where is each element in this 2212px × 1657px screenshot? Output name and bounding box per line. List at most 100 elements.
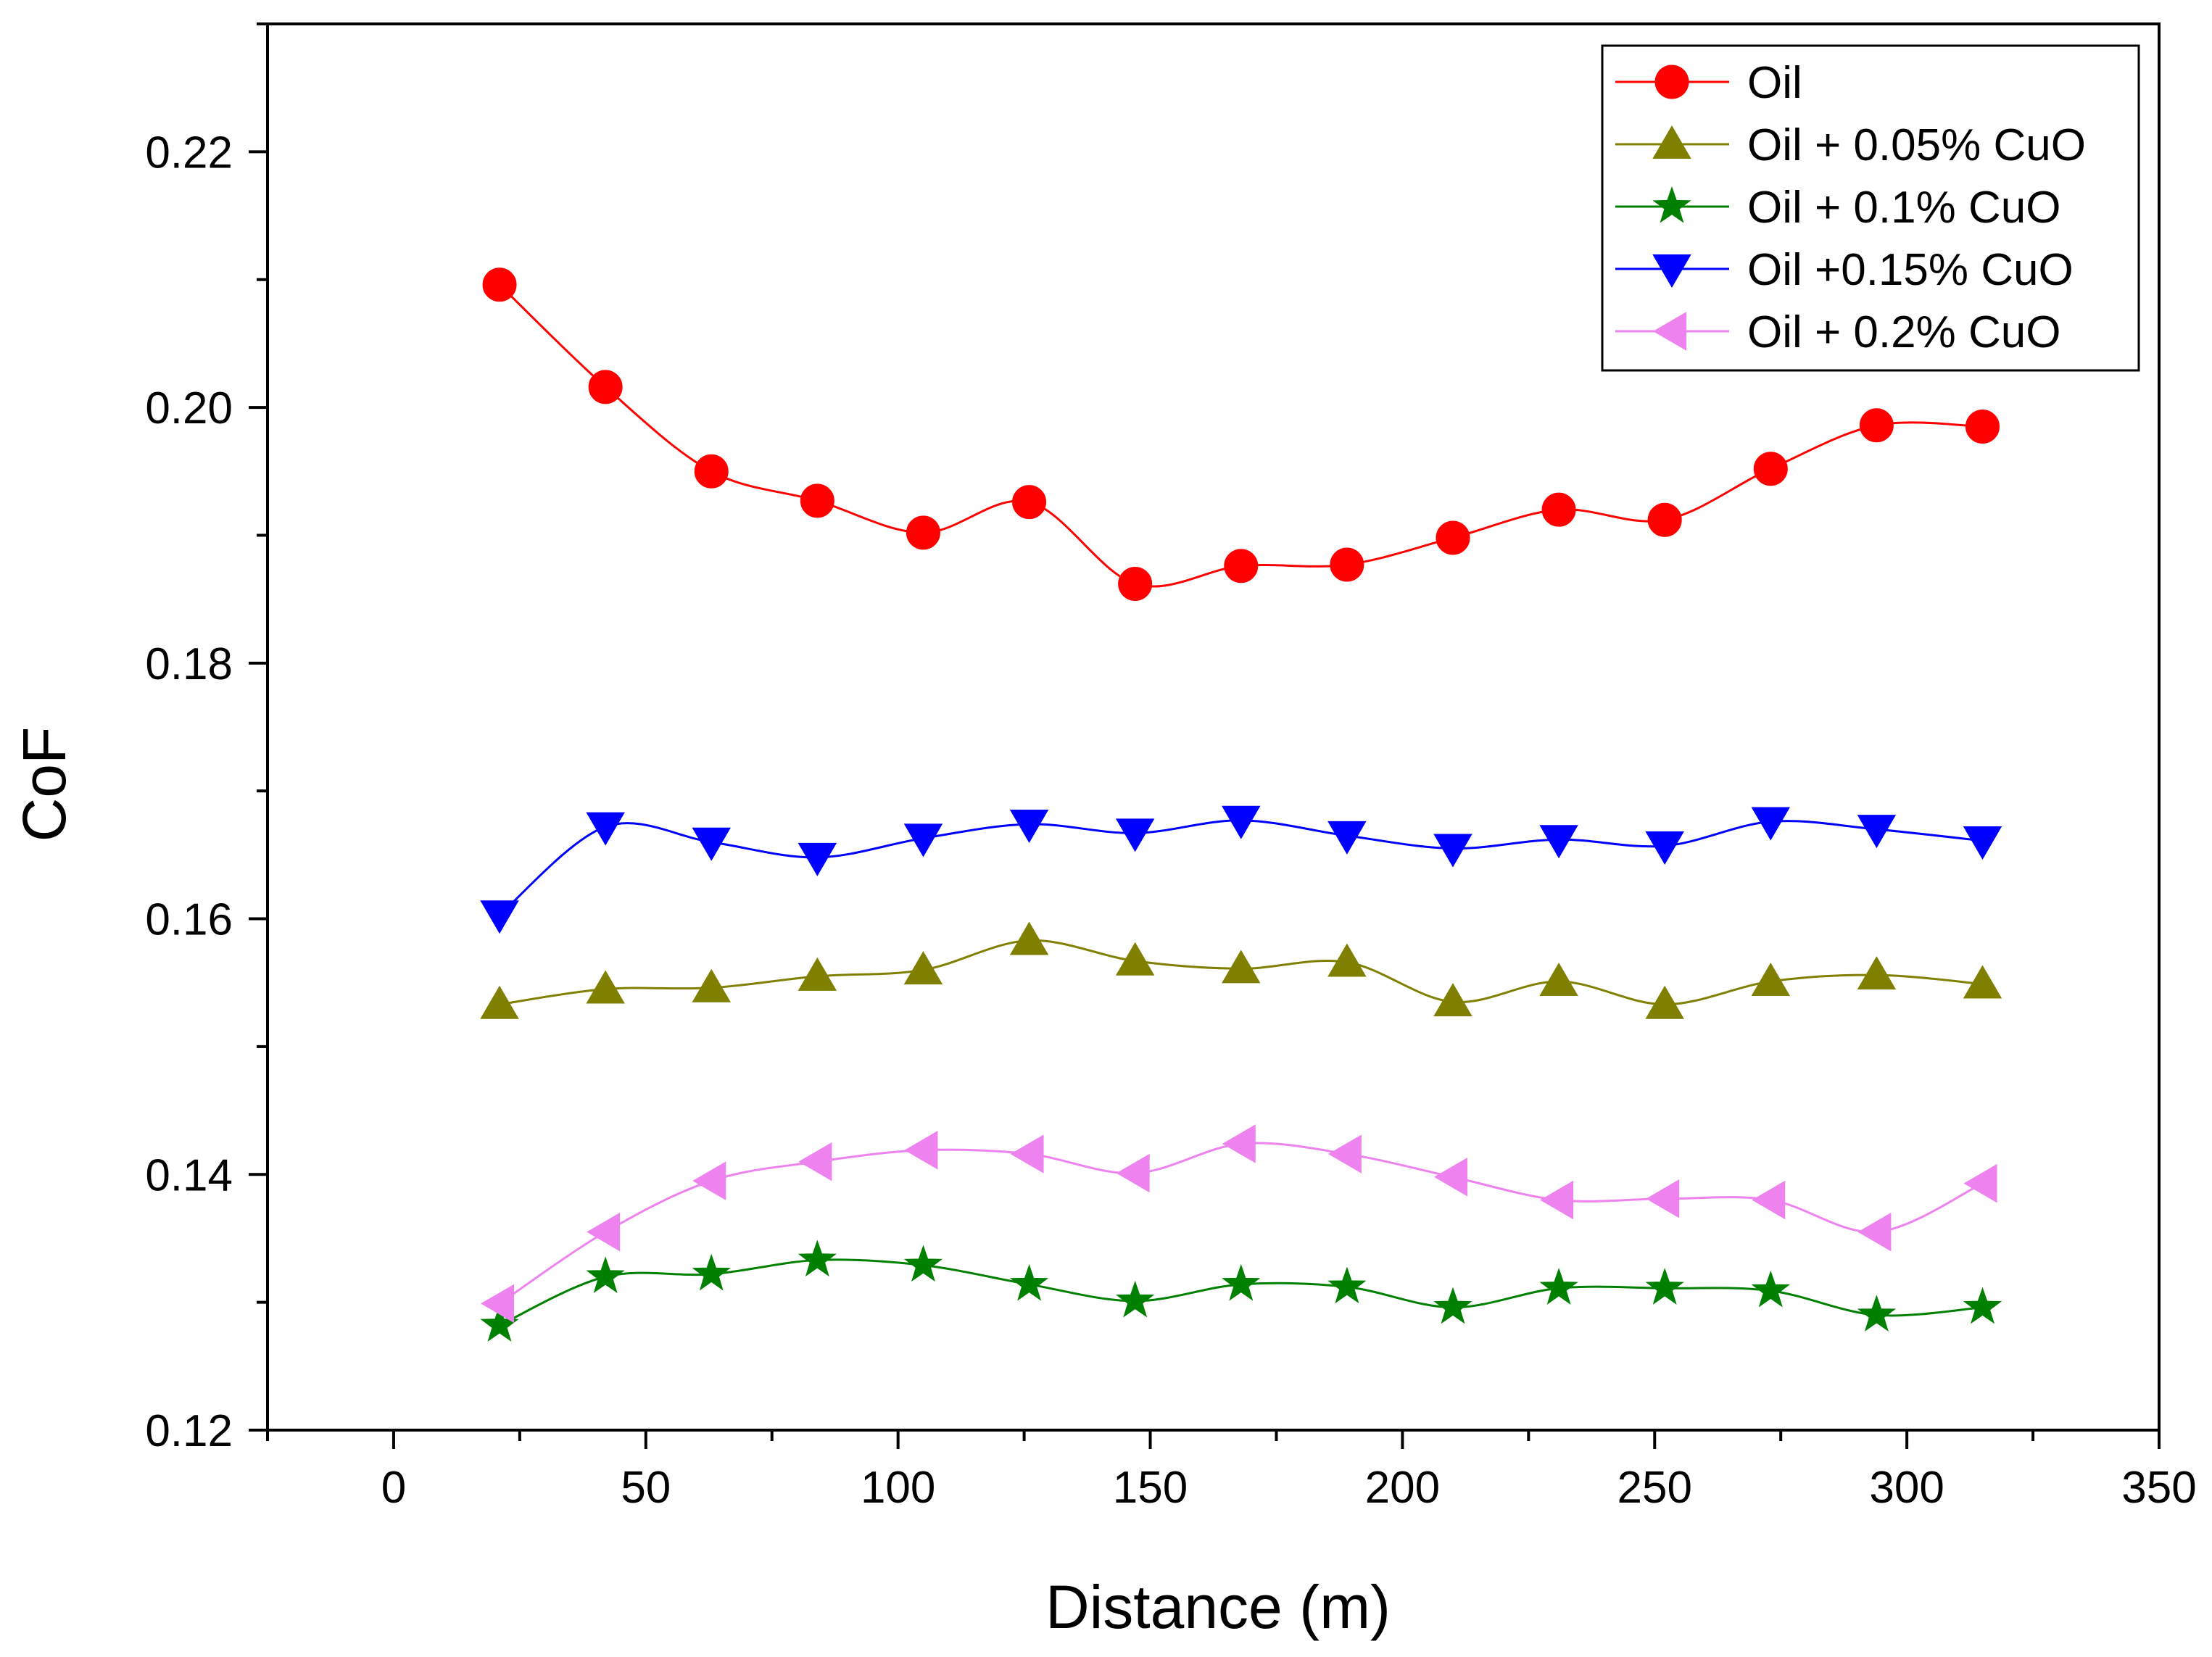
data-point-oil-0-05-cuo bbox=[1645, 985, 1684, 1019]
data-point-oil bbox=[1436, 520, 1470, 555]
data-point-oil bbox=[1118, 566, 1153, 601]
data-point-oil-0-2-cuo bbox=[1010, 1134, 1044, 1174]
y-tick-label: 0.12 bbox=[145, 1406, 233, 1456]
legend-item-oil-0-15-cuo: Oil +0.15% CuO bbox=[1615, 245, 2074, 295]
data-point-oil-0-2-cuo bbox=[1963, 1163, 1997, 1203]
data-point-oil-0-15-cuo bbox=[586, 812, 625, 846]
data-point-oil-0-05-cuo bbox=[1963, 965, 2002, 999]
x-tick-label: 150 bbox=[1113, 1463, 1188, 1513]
data-point-oil-0-15-cuo bbox=[1645, 831, 1684, 865]
data-point-oil bbox=[1753, 452, 1788, 486]
legend-label: Oil + 0.1% CuO bbox=[1747, 183, 2060, 233]
data-point-oil bbox=[800, 483, 834, 518]
data-point-oil-0-1-cuo bbox=[692, 1253, 731, 1291]
data-point-oil bbox=[1965, 410, 2000, 444]
data-point-oil-0-1-cuo bbox=[1539, 1268, 1578, 1305]
x-axis-label: Distance (m) bbox=[1045, 1573, 1391, 1641]
data-point-oil-0-2-cuo bbox=[798, 1142, 832, 1182]
series-oil-0-15-cuo bbox=[480, 805, 2002, 934]
legend-item-oil-0-05-cuo: Oil + 0.05% CuO bbox=[1615, 120, 2086, 170]
data-point-oil bbox=[1330, 547, 1364, 582]
legend-item-oil-0-2-cuo: Oil + 0.2% CuO bbox=[1615, 307, 2060, 357]
data-point-oil-0-1-cuo bbox=[903, 1245, 943, 1282]
data-point-oil-0-1-cuo bbox=[1433, 1287, 1472, 1324]
y-axis-label: CoF bbox=[10, 727, 78, 842]
data-point-oil-0-15-cuo bbox=[692, 827, 731, 861]
legend-label: Oil + 0.2% CuO bbox=[1747, 307, 2060, 357]
data-point-oil-0-05-cuo bbox=[1222, 950, 1261, 984]
x-tick-label: 100 bbox=[861, 1463, 935, 1513]
data-point-oil bbox=[1541, 492, 1576, 527]
data-point-oil bbox=[906, 515, 940, 550]
y-tick-label: 0.22 bbox=[145, 128, 233, 178]
data-point-oil-0-05-cuo bbox=[692, 968, 731, 1002]
data-point-oil-0-15-cuo bbox=[1115, 818, 1155, 852]
data-point-oil-0-2-cuo bbox=[1222, 1124, 1256, 1163]
data-point-oil-0-15-cuo bbox=[480, 900, 519, 934]
data-point-oil bbox=[588, 370, 623, 404]
series-oil-0-05-cuo bbox=[480, 921, 2002, 1019]
data-point-oil-0-15-cuo bbox=[1433, 834, 1472, 868]
data-point-oil-0-2-cuo bbox=[587, 1212, 621, 1252]
data-point-oil-0-2-cuo bbox=[481, 1284, 515, 1324]
data-point-oil-0-2-cuo bbox=[1540, 1180, 1574, 1220]
data-point-oil bbox=[1859, 408, 1894, 443]
data-point-oil-0-05-cuo bbox=[1539, 962, 1578, 996]
data-point-oil-0-2-cuo bbox=[1752, 1180, 1786, 1220]
data-point-oil bbox=[1647, 502, 1682, 537]
y-tick-label: 0.20 bbox=[145, 383, 233, 433]
data-point-oil-0-1-cuo bbox=[1751, 1270, 1790, 1308]
data-point-oil-0-15-cuo bbox=[1963, 826, 2002, 860]
data-point-oil-0-05-cuo bbox=[1751, 962, 1791, 996]
legend-box bbox=[1601, 44, 2140, 372]
data-point-oil-0-15-cuo bbox=[798, 842, 837, 876]
series-oil bbox=[482, 267, 2000, 601]
legend-item-oil: Oil bbox=[1615, 58, 1802, 108]
legend-label: Oil +0.15% CuO bbox=[1747, 245, 2074, 295]
legend-item-oil-0-1-cuo: Oil + 0.1% CuO bbox=[1615, 183, 2060, 233]
y-tick-label: 0.14 bbox=[145, 1150, 233, 1200]
legend-marker-oil-0-2-cuo bbox=[1653, 312, 1686, 351]
x-tick-label: 200 bbox=[1365, 1463, 1440, 1513]
data-point-oil bbox=[1012, 485, 1047, 520]
y-tick-label: 0.16 bbox=[145, 895, 233, 945]
data-point-oil bbox=[694, 454, 729, 489]
data-point-oil-0-1-cuo bbox=[1222, 1263, 1261, 1301]
legend-label: Oil bbox=[1747, 58, 1802, 108]
data-point-oil-0-15-cuo bbox=[1539, 825, 1578, 859]
data-point-oil-0-2-cuo bbox=[1116, 1153, 1150, 1193]
data-point-oil-0-15-cuo bbox=[1857, 815, 1897, 849]
legend-marker-oil bbox=[1654, 65, 1689, 99]
data-point-oil-0-1-cuo bbox=[1645, 1268, 1684, 1305]
data-point-oil-0-2-cuo bbox=[692, 1161, 726, 1200]
x-tick-label: 300 bbox=[1869, 1463, 1944, 1513]
data-point-oil-0-15-cuo bbox=[903, 823, 943, 857]
data-point-oil-0-15-cuo bbox=[1751, 807, 1791, 841]
data-point-oil-0-15-cuo bbox=[1327, 821, 1367, 855]
data-point-oil-0-2-cuo bbox=[904, 1131, 938, 1170]
data-point-oil-0-05-cuo bbox=[903, 951, 943, 985]
legend-marker-oil-0-1-cuo bbox=[1652, 186, 1691, 223]
data-point-oil-0-15-cuo bbox=[1009, 810, 1049, 844]
data-point-oil-0-2-cuo bbox=[1327, 1134, 1362, 1174]
data-point-oil-0-05-cuo bbox=[586, 970, 625, 1004]
data-point-oil-0-05-cuo bbox=[1857, 956, 1897, 990]
legend-marker-oil-0-05-cuo bbox=[1652, 125, 1691, 159]
legend-marker-oil-0-15-cuo bbox=[1652, 254, 1691, 288]
y-tick-label: 0.18 bbox=[145, 639, 233, 689]
data-point-oil-0-05-cuo bbox=[1009, 921, 1049, 955]
data-point-oil-0-15-cuo bbox=[1222, 805, 1261, 839]
data-point-oil-0-2-cuo bbox=[1857, 1212, 1892, 1252]
data-point-oil-0-05-cuo bbox=[1115, 942, 1155, 976]
series-oil-0-1-cuo bbox=[480, 1239, 2002, 1342]
data-point-oil bbox=[482, 267, 517, 302]
plot-frame bbox=[266, 22, 2161, 1432]
data-point-oil-0-2-cuo bbox=[1433, 1158, 1467, 1197]
data-point-oil-0-1-cuo bbox=[1116, 1280, 1155, 1318]
data-point-oil-0-05-cuo bbox=[1327, 943, 1367, 977]
data-point-oil-0-2-cuo bbox=[1646, 1179, 1680, 1218]
data-point-oil-0-1-cuo bbox=[1009, 1263, 1049, 1301]
data-point-oil-0-05-cuo bbox=[798, 957, 837, 991]
